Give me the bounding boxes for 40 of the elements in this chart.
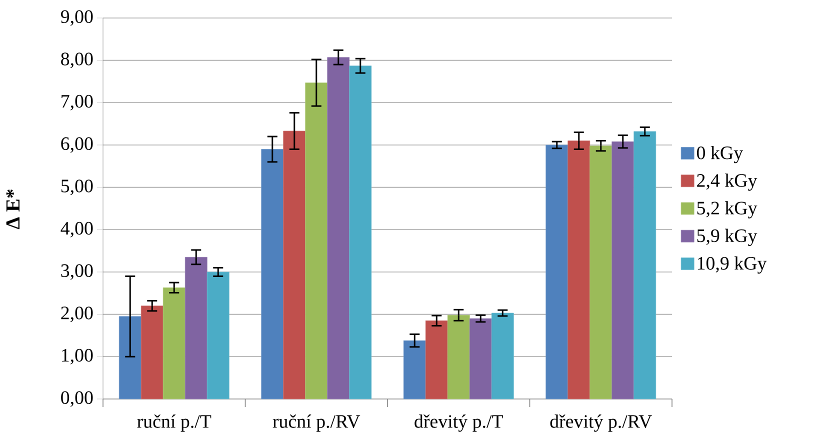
- legend-label: 5,9 kGy: [697, 228, 758, 246]
- bar: [590, 146, 612, 400]
- bar: [469, 318, 492, 400]
- y-tick-label: 7,00: [62, 94, 93, 110]
- legend-label: 10,9 kGy: [698, 256, 767, 274]
- bar: [261, 149, 284, 400]
- bar: [206, 272, 230, 400]
- bar: [491, 312, 514, 400]
- bar: [634, 131, 656, 400]
- bar: [184, 256, 208, 400]
- y-tick-label: 2,00: [61, 306, 93, 322]
- bar: [447, 314, 470, 400]
- bar: [546, 144, 568, 400]
- y-axis-title: Δ E*: [6, 189, 20, 230]
- bar: [140, 306, 164, 400]
- legend-label: 2,4 kGy: [697, 174, 758, 191]
- y-tick-label: 4,00: [60, 222, 93, 238]
- bar: [349, 66, 372, 400]
- x-tick-label: dřevitý p./RV: [550, 414, 652, 432]
- bar: [425, 320, 448, 400]
- y-tick-label: 3,00: [61, 264, 93, 280]
- x-tick-label: dřevitý p./T: [414, 414, 504, 432]
- y-tick-label: 6,00: [61, 137, 93, 153]
- bar: [403, 340, 426, 400]
- bar: [162, 287, 186, 400]
- bar: [283, 130, 306, 400]
- legend-label: 5,2 kGy: [697, 201, 758, 218]
- bar: [612, 141, 634, 400]
- y-tick-label: 1,00: [62, 348, 93, 364]
- bar: [568, 140, 590, 400]
- x-tick-label: ruční p./T: [137, 414, 212, 432]
- x-tick-label: ruční p./RV: [272, 414, 360, 432]
- y-tick-label: 8,00: [61, 52, 93, 68]
- bar: [305, 82, 328, 400]
- bar: [327, 57, 350, 400]
- y-tick-label: 9,00: [60, 10, 93, 26]
- bar: [118, 316, 142, 400]
- legend-label: 0 kGy: [696, 146, 743, 164]
- y-tick-label: 5,00: [61, 180, 93, 196]
- y-tick-label: 0,00: [61, 391, 93, 407]
